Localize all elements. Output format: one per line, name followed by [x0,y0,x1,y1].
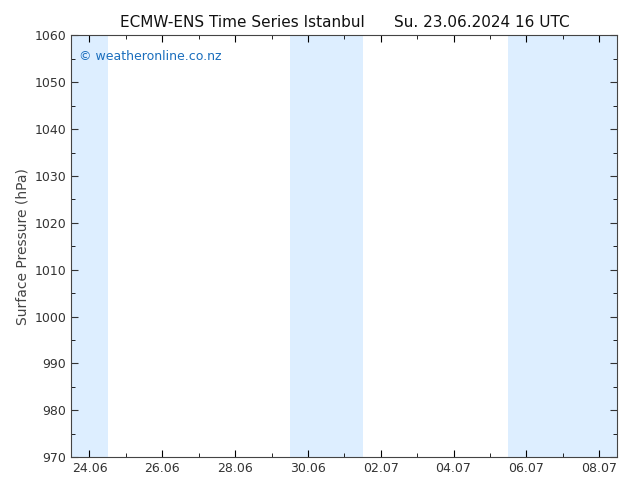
Text: © weatheronline.co.nz: © weatheronline.co.nz [79,50,222,63]
Title: ECMW-ENS Time Series Istanbul      Su. 23.06.2024 16 UTC: ECMW-ENS Time Series Istanbul Su. 23.06.… [120,15,569,30]
Y-axis label: Surface Pressure (hPa): Surface Pressure (hPa) [15,168,29,325]
Bar [71,35,108,457]
Bar [508,35,618,457]
Bar [290,35,363,457]
